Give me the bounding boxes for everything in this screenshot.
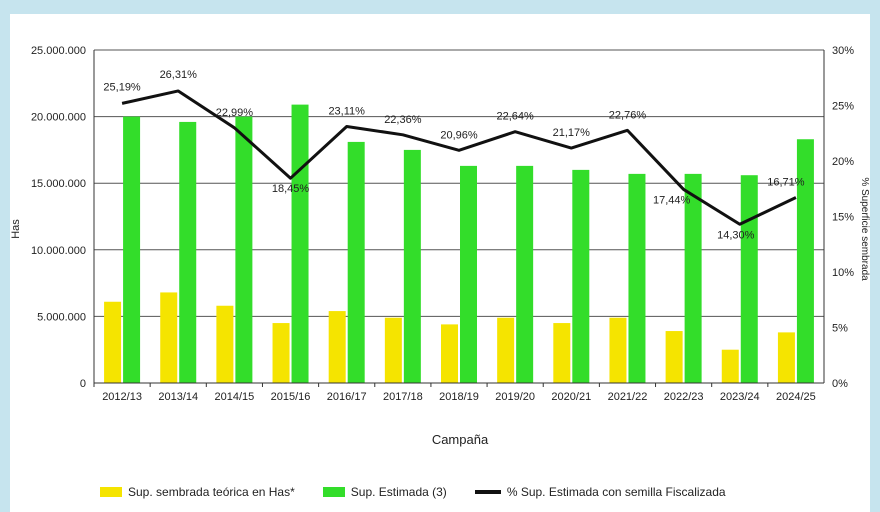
bar-theoretical	[441, 324, 458, 383]
bar-theoretical	[104, 301, 122, 383]
y2-axis-label: % Superficie sembrada	[859, 177, 870, 281]
bar-theoretical	[609, 317, 627, 383]
legend-label-percent: % Sup. Estimada con semilla Fiscalizada	[506, 485, 726, 499]
bar-theoretical	[721, 349, 739, 383]
x-tick-label: 2016/17	[327, 391, 367, 403]
legend-item-percent: % Sup. Estimada con semilla Fiscalizada	[474, 485, 726, 499]
x-tick-label: 2022/23	[664, 391, 704, 403]
grid-layer	[94, 49, 824, 317]
percent-data-label: 23,11%	[328, 105, 365, 117]
y2-tick-label: 15%	[832, 212, 854, 224]
bar-theoretical	[777, 332, 795, 383]
x-axis-label: Campaña	[432, 432, 489, 447]
bar-layer	[104, 104, 814, 383]
bar-theoretical	[553, 323, 571, 383]
legend-swatch-line	[474, 490, 501, 494]
bar-estimated	[403, 149, 421, 383]
x-tick-label: 2012/13	[102, 391, 142, 403]
y-tick-label: 0	[80, 378, 86, 390]
legend-swatch-green	[322, 487, 345, 497]
percent-data-label: 20,96%	[440, 129, 478, 141]
y-tick-label: 15.000.000	[31, 178, 86, 190]
y-axis-label: Has	[10, 219, 22, 239]
bar-estimated	[516, 165, 534, 383]
y2-tick-label: 20%	[832, 156, 854, 168]
bar-theoretical	[160, 292, 178, 383]
percent-data-label: 22,64%	[496, 111, 534, 123]
bar-theoretical	[328, 311, 346, 383]
bar-estimated	[235, 116, 253, 383]
percent-data-label: 14,30%	[717, 229, 755, 241]
x-tick-label: 2021/22	[608, 391, 648, 403]
x-tick-label: 2014/15	[215, 391, 255, 403]
bar-estimated	[460, 165, 477, 383]
x-tick-label: 2024/25	[776, 391, 816, 403]
chart-frame: 0 5.000.000 10.000.000 15.000.000 20.000.000…	[10, 14, 870, 512]
y2-tick-label: 30%	[832, 45, 854, 57]
y-tick-label: 5.000.000	[37, 311, 86, 323]
label-layer: 25,19% 26,31% 22,99% 18,45% 23,11% 22,36% 20,9…	[103, 69, 804, 241]
bar-theoretical	[665, 331, 683, 383]
axis-layer: 0 5.000.000 10.000.000 15.000.000 20.000.000…	[31, 45, 854, 403]
percent-line	[121, 89, 797, 226]
legend-item-estimated: Sup. Estimada (3)	[322, 485, 447, 499]
x-tick-label: 2020/21	[551, 391, 591, 403]
y-tick-label: 10.000.000	[31, 245, 86, 257]
percent-data-label: 26,31%	[160, 69, 198, 81]
x-tick-label: 2015/16	[271, 391, 311, 403]
legend-label-theoretical: Sup. sembrada teórica en Has*	[128, 485, 295, 499]
y2-tick-label: 25%	[832, 101, 854, 113]
bar-estimated	[347, 141, 365, 383]
legend-item-theoretical: Sup. sembrada teórica en Has*	[100, 485, 295, 499]
y2-tick-label: 5%	[832, 323, 848, 335]
x-tick-label: 2013/14	[158, 391, 198, 403]
bar-estimated	[179, 121, 197, 383]
bar-estimated	[684, 173, 702, 383]
bar-estimated	[628, 173, 646, 383]
bar-theoretical	[272, 323, 290, 383]
chart-svg: 0 5.000.000 10.000.000 15.000.000 20.000.000…	[10, 45, 870, 447]
x-tick-label: 2019/20	[495, 391, 535, 403]
legend-label-estimated: Sup. Estimada (3)	[350, 485, 447, 499]
bar-theoretical	[384, 317, 402, 383]
percent-data-label: 17,44%	[653, 194, 691, 206]
x-tick-label: 2023/24	[720, 391, 760, 403]
x-tick-label: 2017/18	[383, 391, 423, 403]
percent-data-label: 16,71%	[767, 177, 805, 189]
x-tick-label: 2018/19	[439, 391, 479, 403]
y2-tick-label: 0%	[832, 378, 848, 390]
percent-data-label: 22,76%	[609, 109, 647, 121]
percent-data-label: 18,45%	[272, 183, 310, 195]
legend-swatch-yellow	[100, 487, 122, 497]
y-tick-label: 20.000.000	[31, 112, 86, 124]
legend: Sup. sembrada teórica en Has* Sup. Estim…	[100, 482, 820, 502]
bar-estimated	[572, 169, 590, 383]
bar-theoretical	[216, 305, 234, 383]
bar-theoretical	[497, 317, 515, 383]
bar-estimated	[123, 116, 141, 383]
y-tick-label: 25.000.000	[31, 45, 86, 57]
bar-estimated	[291, 104, 309, 383]
percent-data-label: 22,36%	[384, 114, 422, 126]
percent-data-label: 25,19%	[103, 81, 141, 93]
bar-estimated	[740, 175, 758, 383]
y2-tick-label: 10%	[832, 267, 854, 279]
line-layer	[121, 89, 797, 226]
percent-data-label: 22,99%	[216, 107, 254, 119]
percent-data-label: 21,17%	[553, 127, 591, 139]
bar-estimated	[796, 139, 814, 383]
